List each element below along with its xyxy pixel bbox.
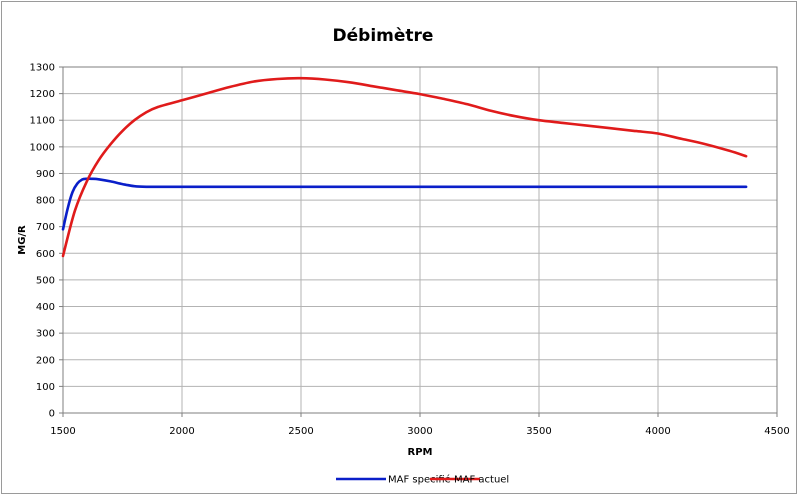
y-tick-label: 0 [49,409,55,420]
x-tick-label: 4500 [764,426,789,437]
series-line-maf-specifie [61,177,748,231]
x-axis-title: RPM [408,447,433,458]
x-tick-label: 3000 [407,426,432,437]
y-tick-label: 100 [36,382,55,393]
legend: MAF specifié MAF actuel [336,474,509,486]
y-tick-label: 1300 [30,63,55,74]
y-tick-label: 300 [36,329,55,340]
y-tick-label: 800 [36,196,55,207]
legend-label: MAF actuel [454,475,509,486]
chart-title: Débimètre [333,26,434,46]
x-axis-tick-labels: 1500 2000 2500 3000 3500 4000 4500 [50,413,790,437]
series-line-maf-actuel [61,76,748,258]
series-lines [61,76,748,258]
y-tick-label: 900 [36,169,55,180]
x-tick-label: 3500 [526,426,551,437]
y-tick-label: 600 [36,249,55,260]
y-tick-label: 1200 [30,89,55,100]
y-tick-label: 1000 [30,142,55,153]
y-tick-label: 1100 [30,116,55,127]
x-tick-label: 1500 [50,426,75,437]
x-tick-label: 2000 [169,426,194,437]
y-tick-label: 500 [36,275,55,286]
y-tick-label: 200 [36,355,55,366]
y-tick-label: 400 [36,302,55,313]
y-tick-label: 700 [36,222,55,233]
y-axis-tick-labels: 0 100 200 300 400 500 600 700 800 900 1000 1100 1200… [30,63,63,420]
x-tick-label: 2500 [288,426,313,437]
legend-label: MAF specifié [388,474,451,486]
x-tick-label: 4000 [645,426,670,437]
y-axis-title: MG/R [17,225,28,255]
grid-lines [62,66,778,414]
